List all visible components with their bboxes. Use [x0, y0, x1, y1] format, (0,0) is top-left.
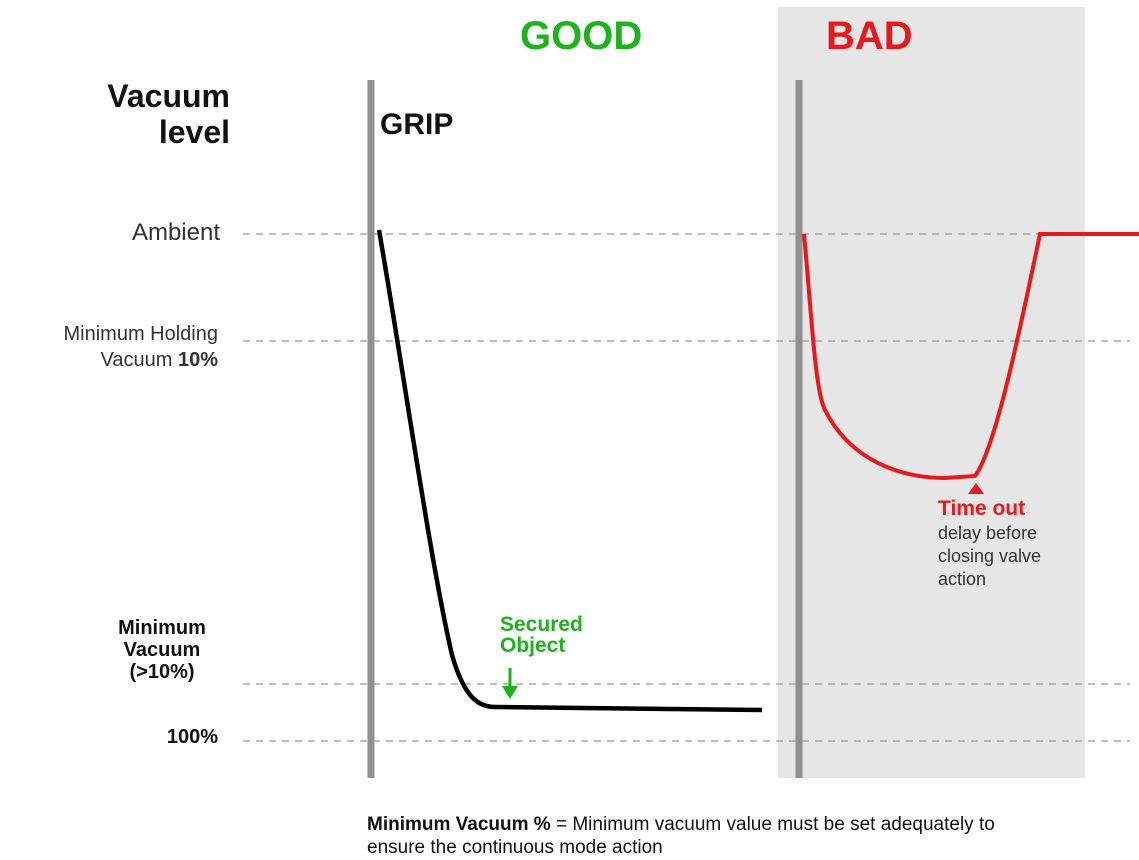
timeout-title: Time out	[938, 497, 1026, 520]
good-label: GOOD	[520, 14, 643, 58]
level-lines	[243, 233, 1139, 742]
grip-label: GRIP	[380, 108, 454, 141]
holding-value: 10%	[177, 349, 218, 371]
min-vacuum-label: Minimum Vacuum (>10%)	[118, 617, 206, 683]
ambient-label: Ambient	[131, 219, 220, 246]
bad-zone	[778, 7, 1085, 778]
timeout-text: delay before closing valve action	[938, 523, 1042, 589]
secured-arrowhead	[502, 686, 518, 699]
footer-bold: Minimum Vacuum %	[367, 814, 551, 835]
footer-text: = Minimum vacuum value must be set adequ…	[367, 814, 995, 858]
footer: Minimum Vacuum % = Minimum vacuum value …	[367, 813, 1027, 859]
good-curve	[376, 229, 763, 713]
holding-text: Minimum Holding Vacuum	[63, 323, 219, 371]
full-label: 100%	[166, 726, 218, 748]
timeout-marker	[968, 483, 984, 494]
y-axis-title: Vacuum level	[107, 78, 230, 150]
holding-label: Minimum Holding Vacuum 10%	[0, 321, 219, 373]
secured-label: Secured Object	[500, 613, 583, 657]
bad-label: BAD	[826, 14, 913, 58]
bad-curve	[802, 232, 1139, 481]
